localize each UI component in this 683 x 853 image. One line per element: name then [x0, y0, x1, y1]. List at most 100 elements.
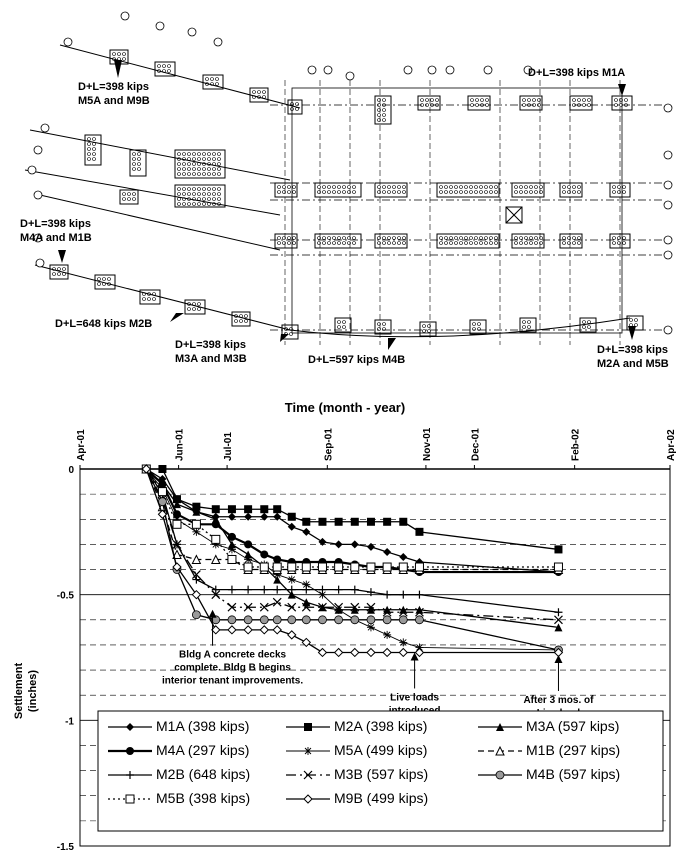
- data-point: [350, 615, 360, 625]
- grid-bubble: [523, 65, 533, 75]
- data-point: [399, 517, 408, 526]
- pile: [392, 236, 396, 240]
- pile: [252, 95, 256, 99]
- data-point: [272, 597, 282, 607]
- callout-line: D+L=597 kips M4B: [308, 354, 405, 366]
- pile: [282, 236, 286, 240]
- data-point: [158, 475, 167, 484]
- legend-item: M1A (398 kips): [108, 718, 249, 734]
- data-point: [495, 770, 505, 780]
- pile: [217, 167, 221, 171]
- pile: [527, 320, 531, 324]
- data-point: [272, 562, 282, 572]
- legend-label: M4B (597 kips): [526, 766, 620, 782]
- data-point: [350, 585, 359, 594]
- pile: [444, 190, 448, 194]
- pile: [287, 236, 291, 240]
- series-m3a: [142, 465, 563, 632]
- pile: [472, 322, 476, 326]
- x-tick-label: Dec-01: [470, 428, 481, 461]
- pile: [182, 167, 186, 171]
- pile: [289, 332, 293, 336]
- series-m2a: [142, 465, 563, 554]
- pile: [142, 297, 146, 301]
- data-point: [303, 794, 313, 804]
- pile: [522, 98, 526, 102]
- pile: [197, 202, 201, 206]
- pile: [572, 190, 576, 194]
- data-point: [211, 625, 221, 635]
- pile-cap: [281, 324, 299, 340]
- data-point: [366, 623, 375, 632]
- pile: [257, 90, 261, 94]
- pile: [382, 103, 386, 107]
- load-callouts: D+L=398 kips M5A and M9B D+L=398 kips M1A D…: [20, 60, 669, 370]
- pile: [617, 241, 621, 245]
- pile: [92, 147, 96, 151]
- pile: [187, 197, 191, 201]
- pile: [322, 241, 326, 245]
- pile-cap: [436, 233, 500, 249]
- pile: [147, 297, 151, 301]
- data-point: [211, 540, 220, 549]
- data-point: [211, 615, 221, 625]
- pile-cap: [184, 299, 206, 315]
- pile: [459, 190, 463, 194]
- annotation-arrow-head: [208, 609, 217, 618]
- pile-cap: [374, 95, 392, 125]
- pile-cap: [609, 182, 631, 198]
- pile: [489, 241, 493, 245]
- grid-bubble: [445, 65, 455, 75]
- pile: [132, 192, 136, 196]
- plan-line: [289, 317, 631, 338]
- pile: [464, 190, 468, 194]
- pile: [322, 185, 326, 189]
- pile: [197, 187, 201, 191]
- data-point: [496, 723, 504, 731]
- pile: [562, 236, 566, 240]
- grid-bubble: [663, 200, 673, 210]
- pile: [192, 152, 196, 156]
- pile: [534, 185, 538, 189]
- data-point: [334, 605, 343, 614]
- grid-bubble: [663, 180, 673, 190]
- data-point: [399, 590, 408, 599]
- pile: [480, 98, 484, 102]
- data-point: [244, 585, 253, 594]
- pile: [292, 236, 296, 240]
- data-point: [318, 615, 327, 625]
- pile: [402, 190, 406, 194]
- pile: [494, 185, 498, 189]
- pile: [529, 241, 533, 245]
- data-point: [192, 502, 201, 511]
- pile: [425, 98, 429, 102]
- pile: [182, 197, 186, 201]
- pile: [112, 57, 116, 61]
- pile: [215, 82, 219, 86]
- pile: [187, 302, 191, 306]
- pile: [454, 185, 458, 189]
- pile-cap: [314, 233, 362, 249]
- data-point: [259, 562, 269, 572]
- pile: [514, 185, 518, 189]
- pile: [377, 185, 381, 189]
- callout-line: D+L=398 kips: [20, 218, 91, 230]
- data-point: [318, 517, 327, 526]
- pile: [167, 69, 171, 73]
- pile: [622, 190, 626, 194]
- pile: [177, 172, 181, 176]
- pile: [427, 324, 431, 328]
- legend-item: M3B (597 kips): [286, 766, 428, 782]
- pile: [282, 190, 286, 194]
- data-point: [415, 590, 424, 599]
- pile: [629, 318, 633, 322]
- callout-line: M2A and M5B: [597, 358, 669, 370]
- data-point: [227, 615, 237, 625]
- grid-bubble: [33, 145, 43, 155]
- pile: [202, 202, 206, 206]
- legend-label: M3A (597 kips): [526, 718, 619, 734]
- data-point: [227, 602, 237, 612]
- pile: [377, 322, 381, 326]
- pile: [459, 236, 463, 240]
- pile: [182, 157, 186, 161]
